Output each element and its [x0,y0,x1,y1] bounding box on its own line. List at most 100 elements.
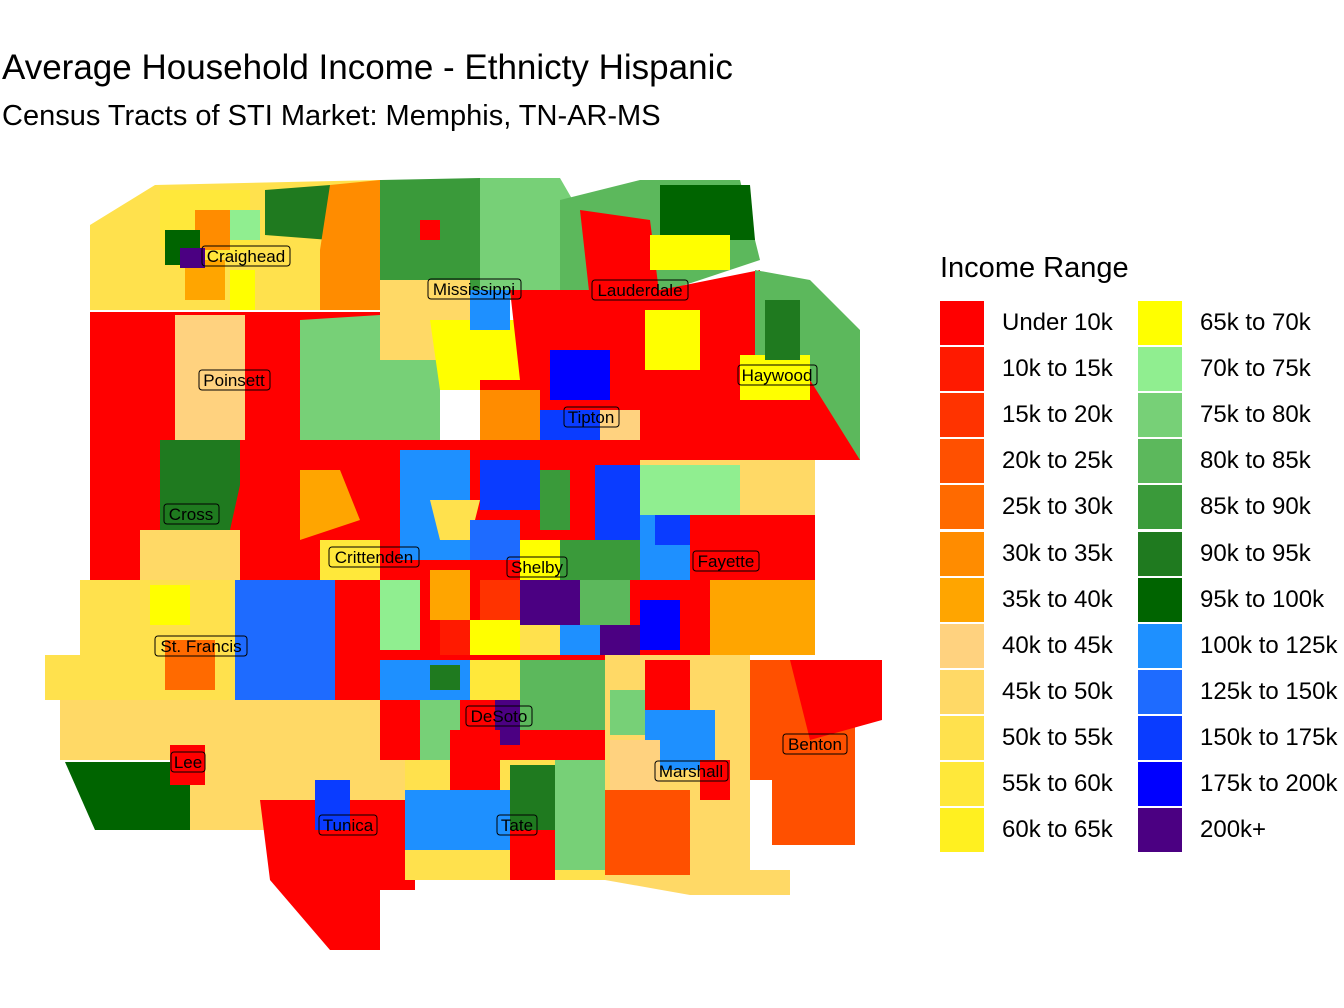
legend-item: 25k to 30k [940,485,1140,531]
svg-text:Tate: Tate [501,816,533,835]
legend-swatch [940,439,984,483]
county-label-fayette: Fayette [692,550,760,572]
tract-region [650,235,730,270]
tract-region [640,465,740,515]
legend-swatch [940,578,984,622]
tract-region [335,580,380,700]
svg-text:Benton: Benton [788,735,842,754]
county-label-mississippi: Mississippi [427,278,522,300]
legend-item: 95k to 100k [1138,578,1338,624]
svg-text:DeSoto: DeSoto [471,707,528,726]
tract-region [580,210,660,300]
legend-item: 55k to 60k [940,762,1140,808]
legend-label: 20k to 25k [1002,447,1113,474]
legend-swatch [1138,485,1182,529]
tract-region [480,580,520,620]
tract-region [645,710,715,770]
legend-label: 10k to 15k [1002,355,1113,382]
tract-region [160,440,250,535]
legend-label: 150k to 175k [1200,724,1338,751]
tract-region [420,220,440,240]
legend-swatch [1138,716,1182,760]
tract-regions [45,178,882,950]
county-label-marshall: Marshall [654,760,729,782]
legend-title: Income Range [940,252,1129,284]
tract-region [520,660,605,730]
legend-label: 175k to 200k [1200,770,1338,797]
tract-region [470,290,510,330]
legend-swatch [1138,578,1182,622]
legend: Under 10k 10k to 15k 15k to 20k 20k to 25k 2… [940,301,1344,853]
tract-region [655,515,690,545]
county-labels: Craighead Mississippi Lauderdale Poinset… [154,245,848,836]
tract-region [150,585,190,625]
county-label-tipton: Tipton [563,406,620,428]
tract-region [430,320,540,390]
legend-item: Under 10k [940,301,1140,347]
legend-label: 45k to 50k [1002,678,1113,705]
tract-region [235,580,335,700]
tract-region [440,620,470,655]
tract-region [610,740,660,790]
svg-text:Fayette: Fayette [698,552,755,571]
legend-item: 50k to 55k [940,716,1140,762]
legend-label: 200k+ [1200,816,1267,843]
legend-item: 90k to 95k [1138,532,1338,578]
svg-text:Craighead: Craighead [207,247,285,266]
legend-item: 65k to 70k [1138,301,1338,347]
legend-label: 55k to 60k [1002,770,1113,797]
county-label-poinsett: Poinsett [198,369,271,391]
legend-label: 30k to 35k [1002,540,1113,567]
legend-item: 80k to 85k [1138,439,1338,485]
tract-region [430,665,460,690]
tract-region [430,500,480,540]
legend-item: 60k to 65k [940,808,1140,854]
county-label-desoto: DeSoto [465,705,533,727]
svg-text:Lee: Lee [174,753,202,772]
tract-region [380,360,440,440]
tract-region [790,660,882,740]
county-label-haywood: Haywood [737,364,818,386]
legend-item: 70k to 75k [1138,347,1338,393]
legend-swatch [940,624,984,668]
legend-swatch [1138,532,1182,576]
svg-text:Haywood: Haywood [742,366,813,385]
svg-text:St. Francis: St. Francis [160,637,241,656]
tract-region [560,625,600,655]
legend-swatch [1138,762,1182,806]
legend-label: 85k to 90k [1200,493,1311,520]
tract-region [495,700,520,745]
tract-region [605,790,690,875]
tract-region [265,185,330,240]
tract-region [185,260,225,300]
tract-region [180,248,205,268]
legend-item: 45k to 50k [940,670,1140,716]
legend-item: 40k to 45k [940,624,1140,670]
tract-region [230,210,260,240]
legend-label: 25k to 30k [1002,493,1113,520]
tract-region [710,580,815,655]
tract-region [600,625,640,655]
legend-label: 75k to 80k [1200,401,1311,428]
map-title: Average Household Income - Ethnicty Hisp… [2,48,733,87]
legend-item: 35k to 40k [940,578,1140,624]
tract-region [470,520,520,560]
tract-region [520,540,560,580]
county-label-st-francis: St. Francis [154,635,248,657]
tract-region [405,790,510,850]
tract-region [555,760,605,870]
legend-swatch [1138,808,1182,852]
tract-region [195,210,230,250]
legend-swatch [1138,670,1182,714]
tract-region [580,580,630,625]
tract-region [645,660,690,710]
legend-swatch [1138,439,1182,483]
legend-swatch [940,393,984,437]
legend-label: Under 10k [1002,309,1113,336]
tract-region [300,315,380,440]
tract-region [300,470,360,540]
tract-region [645,310,700,370]
legend-label: 90k to 95k [1200,540,1311,567]
legend-swatch [1138,624,1182,668]
tract-region [480,390,540,450]
